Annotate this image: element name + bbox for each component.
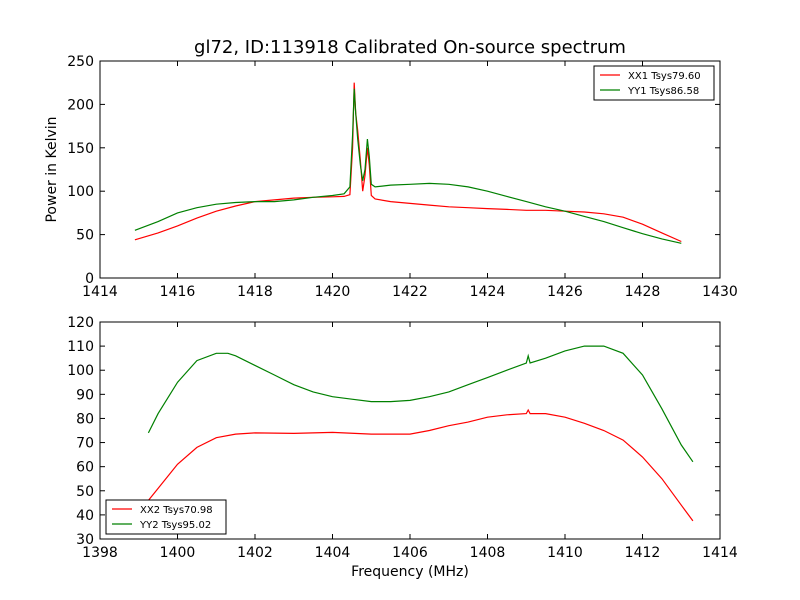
top-y-tick-label: 0	[85, 271, 94, 287]
bottom-panel-axes: 1398 1400 1402 1404 1406 1408 1410 1412 1414 30 40…	[67, 315, 738, 580]
bottom-legend-label-2: YY2 Tsys95.02	[139, 520, 211, 531]
bottom-y-tick-label: 110	[67, 339, 94, 355]
top-y-axis-label: Power in Kelvin	[44, 116, 60, 222]
top-panel: 1414 1416 1418 1420 1422 1424 1426 1428 1430 0 50 1…	[44, 54, 738, 300]
bottom-x-tick-label: 1400	[160, 545, 196, 561]
bottom-series-line-1	[147, 408, 694, 522]
bottom-x-tick-label: 1398	[82, 545, 118, 561]
bottom-x-tick-label: 1410	[547, 545, 583, 561]
top-x-tick-label: 1428	[625, 284, 661, 300]
bottom-y-tick-label: 60	[76, 460, 94, 476]
top-x-tick-label: 1426	[547, 284, 583, 300]
bottom-x-tick-label: 1414	[702, 545, 738, 561]
top-legend-box	[593, 65, 715, 101]
top-x-tick-label: 1418	[237, 284, 273, 300]
bottom-x-tick-label: 1406	[392, 545, 428, 561]
bottom-x-axis-label: Frequency (MHz)	[351, 564, 469, 580]
bottom-y-tick-label: 90	[76, 387, 94, 403]
top-panel-axes: 1414 1416 1418 1420 1422 1424 1426 1428 1430 0 50 1…	[44, 54, 738, 300]
top-panel-series	[134, 82, 682, 244]
bottom-y-tick-label: 120	[67, 315, 94, 331]
top-y-tick-label: 250	[67, 54, 94, 70]
top-x-tick-label: 1422	[392, 284, 428, 300]
bottom-panel-series	[147, 345, 694, 522]
bottom-x-tick-label: 1412	[625, 545, 661, 561]
top-y-tick-label: 200	[67, 97, 94, 113]
top-x-tick-label: 1424	[470, 284, 506, 300]
top-y-tick-label: 50	[76, 228, 94, 244]
top-x-tick-label: 1416	[160, 284, 196, 300]
top-x-tick-label: 1430	[702, 284, 738, 300]
top-x-tick-label: 1420	[315, 284, 351, 300]
top-legend-label-1: XX1 Tsys79.60	[628, 71, 701, 82]
bottom-x-tick-label: 1408	[470, 545, 506, 561]
top-legend-label-2: YY1 Tsys86.58	[627, 86, 699, 97]
top-x-tick-label: 1414	[82, 284, 118, 300]
bottom-x-tick-label: 1402	[237, 545, 273, 561]
bottom-y-tick-label: 50	[76, 484, 94, 500]
bottom-x-tick-label: 1404	[315, 545, 351, 561]
bottom-y-tick-label: 70	[76, 436, 94, 452]
bottom-series-line-2	[147, 345, 694, 463]
top-panel-legend: XX1 Tsys79.60 YY1 Tsys86.58	[593, 65, 715, 101]
bottom-y-tick-label: 80	[76, 411, 94, 427]
bottom-y-tick-label: 100	[67, 363, 94, 379]
bottom-panel-legend: XX2 Tsys70.98 YY2 Tsys95.02	[105, 499, 227, 535]
bottom-y-tick-label: 30	[76, 532, 94, 548]
chart-title: gl72, ID:113918 Calibrated On-source spe…	[194, 37, 626, 58]
top-y-tick-label: 150	[67, 141, 94, 157]
top-y-tick-label: 100	[67, 184, 94, 200]
bottom-panel: 1398 1400 1402 1404 1406 1408 1410 1412 1414 30 40…	[67, 315, 738, 580]
top-series-line-2	[134, 88, 682, 244]
bottom-legend-label-1: XX2 Tsys70.98	[140, 505, 213, 516]
bottom-legend-box	[105, 499, 227, 535]
bottom-y-tick-label: 40	[76, 508, 94, 524]
